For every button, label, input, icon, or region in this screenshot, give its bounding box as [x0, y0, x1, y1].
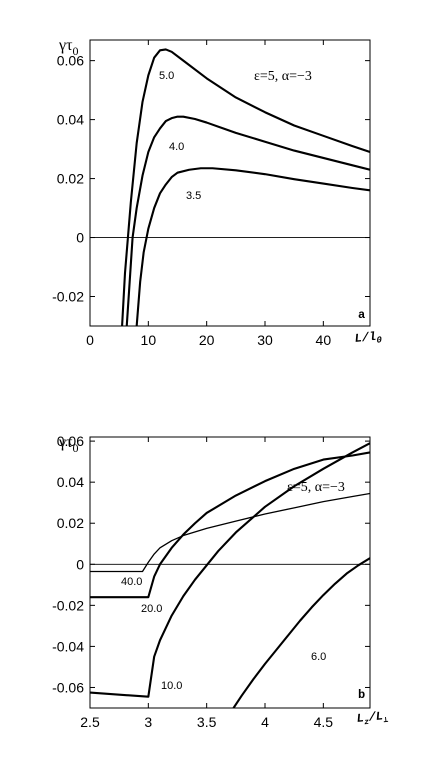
x-tick-label: 10 [141, 332, 157, 348]
y-tick-label: 0 [76, 230, 84, 246]
series-line-3.5 [135, 167, 370, 326]
x-tick-label: 2.5 [80, 714, 100, 730]
x-tick-label: 0 [86, 332, 94, 348]
series-label: 6.0 [311, 651, 326, 663]
y-tick-label: 0.02 [57, 171, 84, 187]
plot-frame [89, 39, 371, 327]
y-axis-label: γτ0 [58, 37, 79, 58]
series-label: 20.0 [141, 603, 162, 615]
series-label: 3.5 [186, 190, 201, 202]
x-tick-label: 4 [261, 714, 269, 730]
x-axis-label-mid: /L [367, 709, 384, 725]
parameter-annotation: ε=5, α=−3 [287, 480, 345, 495]
series-line-6.0 [232, 557, 370, 708]
series-line-40.0 [90, 492, 370, 573]
series-line-4.0 [125, 115, 370, 326]
series-label: 5.0 [159, 70, 174, 82]
x-axis-label-main: L [356, 711, 365, 726]
x-axis-label-sub: 0 [376, 335, 383, 346]
y-tick-label: -0.06 [52, 679, 84, 695]
x-axis-label-sub2: ⊥ [383, 716, 389, 725]
series-label: 4.0 [169, 141, 184, 153]
y-axis-label: γτ0 [58, 434, 79, 455]
y-tick-label: -0.02 [52, 289, 84, 305]
x-axis-label-main: L/l [354, 330, 377, 346]
x-axis-label: L/l0 [354, 329, 383, 348]
y-tick-label: 0 [76, 556, 84, 572]
y-tick-label: 0.04 [57, 112, 84, 128]
series-label: 10.0 [161, 680, 182, 692]
y-tick-label: -0.04 [52, 638, 84, 654]
series-line-20.0 [90, 451, 370, 599]
plot-frame [89, 436, 371, 709]
y-tick-label: 0.04 [57, 474, 84, 490]
panel-label: a [358, 308, 365, 322]
series-label: 40.0 [121, 576, 142, 588]
parameter-annotation: ε=5, α=−3 [254, 69, 312, 84]
x-tick-label: 4.5 [314, 714, 334, 730]
x-tick-label: 3.5 [197, 714, 217, 730]
y-tick-label: 0.06 [57, 433, 84, 449]
panel-label: b [358, 688, 365, 702]
y-axis-label-main: γτ [58, 434, 73, 451]
y-axis-label-sub: 0 [73, 441, 79, 455]
x-tick-label: 3 [144, 714, 152, 730]
series-line-5.0 [121, 48, 370, 326]
y-tick-label: 0.06 [57, 53, 84, 69]
x-axis-label: Lz/L⊥ [356, 709, 389, 728]
y-tick-label: 0.02 [57, 515, 84, 531]
x-tick-label: 20 [199, 332, 215, 348]
x-tick-label: 40 [316, 332, 332, 348]
series-line-10.0 [90, 442, 370, 698]
chart-panel-a: 5.0 4.0 3.5 0 10 20 30 40 -0.02 0 0.02 0.04 0.06 ε=5,… [52, 37, 383, 348]
chart-panel-b: 40.0 20.0 10.0 6.0 2.5 3 3.5 4 4.5 -0.06 -0.04 -0.0… [52, 433, 389, 730]
y-tick-label: -0.02 [52, 597, 84, 613]
x-tick-label: 30 [257, 332, 273, 348]
y-axis-label-main: γτ [58, 37, 73, 54]
x-axis-label-sub1: z [364, 718, 370, 727]
y-axis-label-sub: 0 [73, 44, 79, 58]
